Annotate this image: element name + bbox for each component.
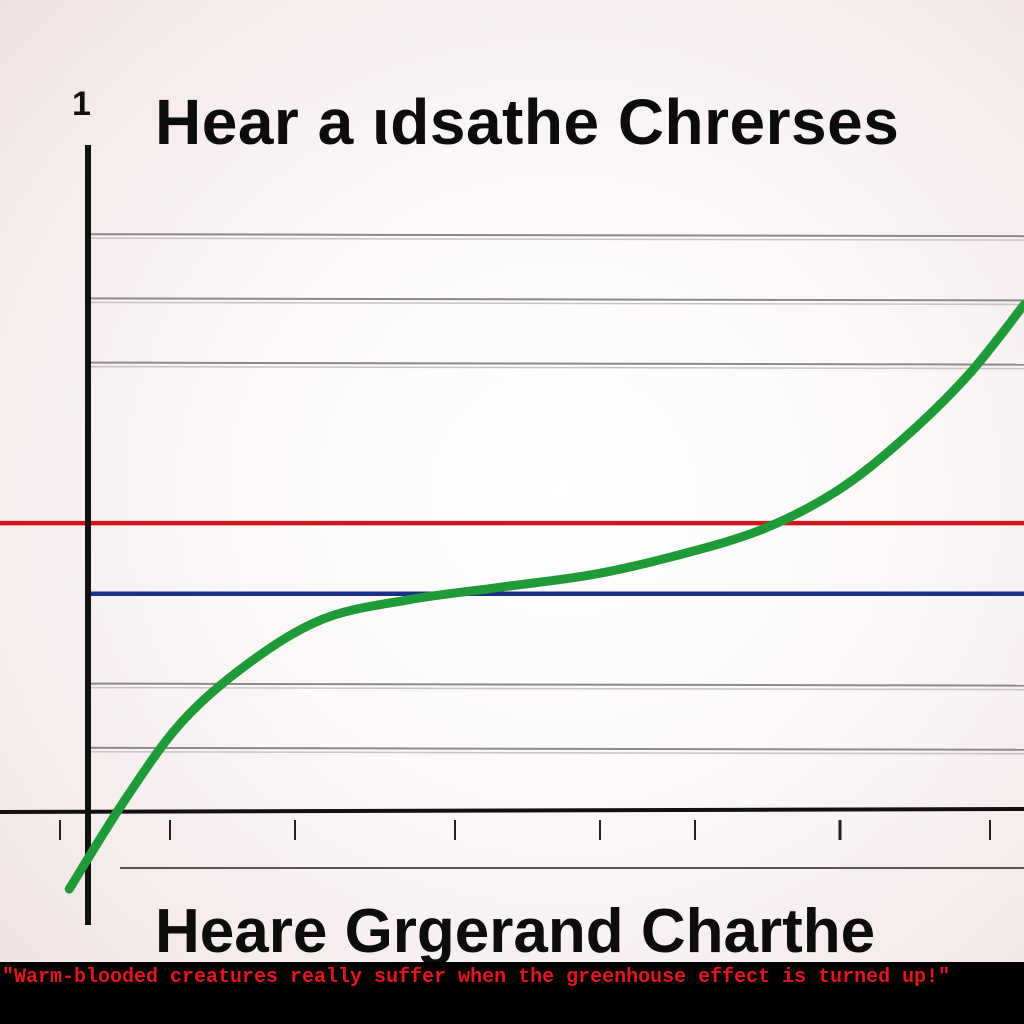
corner-mark: 1	[72, 85, 91, 123]
chart-title: Hear a ιdsathe Chrerses	[155, 86, 900, 158]
chart-subtitle: Heare Grgerand Charthe	[155, 897, 876, 966]
caption-bar: "Warm-blooded creatures really suffer wh…	[0, 962, 1024, 1024]
gridline-shadow-2	[87, 365, 1024, 370]
gridline-2	[87, 361, 1024, 366]
x-axis	[0, 807, 1024, 814]
gridline-shadow-1	[87, 301, 1024, 306]
gridline-shadow-3	[87, 686, 1024, 691]
gridline-1	[87, 297, 1024, 302]
gridline-shadow-4	[87, 751, 1024, 755]
green-series-line	[64, 300, 1024, 894]
gridline-shadow-0	[87, 237, 1024, 241]
gridline-3	[87, 682, 1024, 687]
gridline-0	[87, 233, 1024, 238]
gridline-4	[87, 746, 1024, 751]
caption-text: "Warm-blooded creatures really suffer wh…	[2, 966, 951, 989]
